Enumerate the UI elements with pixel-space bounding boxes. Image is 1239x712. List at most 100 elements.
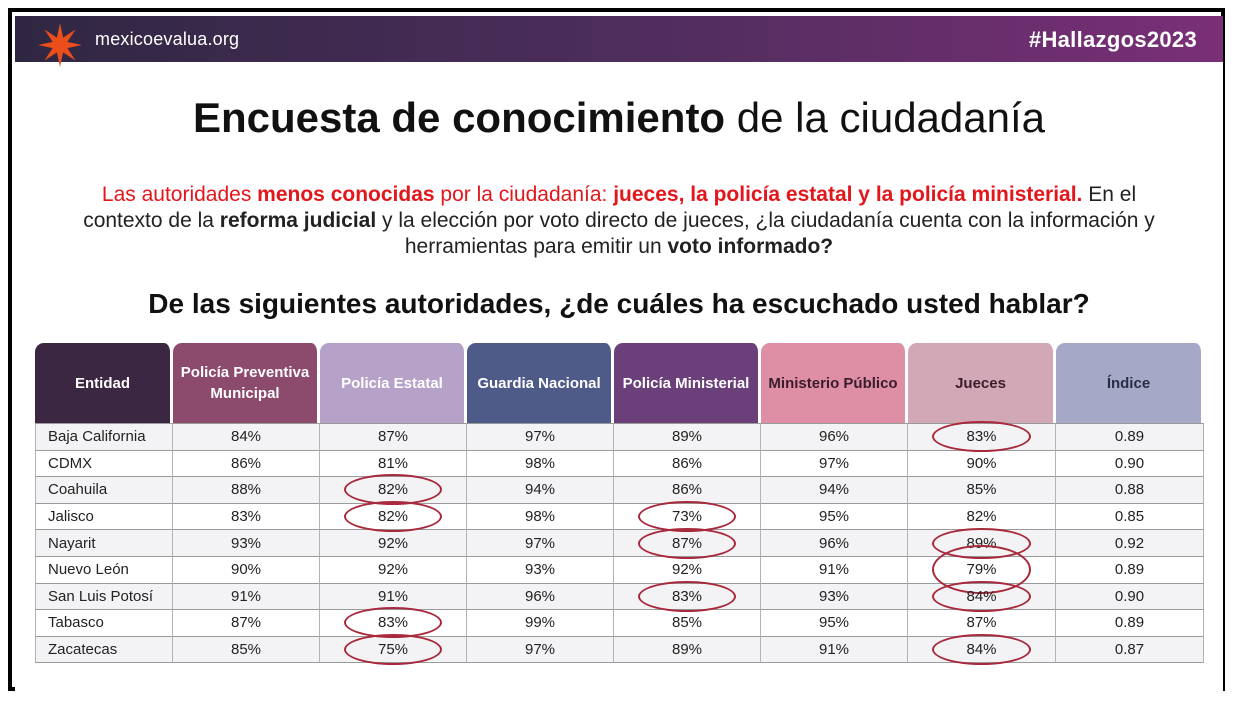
- header-banner: mexicoevalua.org #Hallazgos2023: [15, 16, 1223, 67]
- value-cell: 87%: [173, 610, 320, 637]
- intro-part-3: por la ciudadanía:: [434, 183, 614, 206]
- entity-cell: Tabasco: [35, 610, 173, 637]
- survey-question: De las siguientes autoridades, ¿de cuále…: [148, 288, 1090, 319]
- entity-cell: San Luis Potosí: [35, 583, 173, 611]
- value-cell: 90%: [908, 450, 1056, 478]
- value-cell: 91%: [761, 636, 908, 664]
- intro-part-7: y la elección por voto directo de jueces…: [376, 209, 1155, 258]
- value-cell: 93%: [467, 556, 614, 584]
- value: 86%: [671, 481, 703, 499]
- value: 91%: [377, 587, 409, 605]
- value: 97%: [524, 534, 556, 552]
- results-table: Entidad Policía Preventiva Municipal Polic…: [35, 343, 1204, 666]
- value-cell: 83%: [173, 503, 320, 531]
- highlighted-value: 75%: [343, 634, 443, 666]
- value: 84%: [230, 428, 262, 446]
- starburst-logo-icon: [38, 23, 82, 67]
- column-header: Jueces: [908, 343, 1056, 423]
- intro-part-1: Las autoridades: [101, 183, 258, 206]
- value: 97%: [524, 428, 556, 446]
- value: 90%: [230, 561, 262, 579]
- value: 88%: [230, 481, 262, 499]
- table-row: Baja California 84% 87% 97% 89% 96% 83% 0.89: [35, 421, 1204, 453]
- value-cell: 91%: [173, 583, 320, 611]
- column-header: Policía Estatal: [320, 343, 467, 423]
- value-cell: 89%: [614, 636, 761, 664]
- value: 91%: [230, 587, 262, 605]
- page-title: Encuesta de conocimiento de la ciudadaní…: [15, 94, 1223, 142]
- column-header: Guardia Nacional: [467, 343, 614, 423]
- value-cell: 0.92: [1056, 530, 1204, 557]
- column-header: Ministerio Público: [761, 343, 908, 423]
- value-cell: 94%: [467, 477, 614, 504]
- value-cell: 93%: [761, 583, 908, 611]
- value-cell: 87%: [614, 527, 761, 559]
- results-table-wrapper: Entidad Policía Preventiva Municipal Polic…: [35, 343, 1204, 666]
- value-cell: 0.89: [1056, 610, 1204, 637]
- value-cell: 0.85: [1056, 503, 1204, 531]
- highlighted-value: 87%: [637, 527, 737, 559]
- value-cell: 83%: [320, 607, 467, 639]
- value: 93%: [230, 534, 262, 552]
- value-cell: 95%: [761, 503, 908, 531]
- value-cell: 96%: [761, 530, 908, 557]
- highlighted-value: 79%: [932, 545, 1031, 595]
- value: 97%: [818, 454, 850, 472]
- value: 85%: [966, 481, 997, 499]
- value-cell: 82%: [908, 503, 1056, 531]
- value-cell: 96%: [761, 423, 908, 451]
- value: 83%: [230, 508, 262, 526]
- value-cell: 90%: [173, 556, 320, 584]
- value: 87%: [377, 428, 409, 446]
- value-cell: 97%: [467, 636, 614, 664]
- value: 0.90: [1114, 587, 1145, 605]
- value: 0.88: [1114, 481, 1145, 499]
- title-rest: de la ciudadanía: [725, 94, 1046, 141]
- value-cell: 87%: [908, 610, 1056, 637]
- value: 0.90: [1114, 454, 1145, 472]
- value-cell: 92%: [320, 556, 467, 584]
- value-cell: 86%: [614, 450, 761, 478]
- value-cell: 87%: [320, 423, 467, 451]
- value-cell: 94%: [761, 477, 908, 504]
- value: 99%: [524, 614, 556, 632]
- value-cell: 97%: [467, 530, 614, 557]
- intro-paragraph: Las autoridades menos conocidas por la c…: [75, 182, 1163, 260]
- highlighted-value: 84%: [932, 634, 1031, 666]
- table-row: Nayarit 93% 92% 97% 87% 96% 89% 0.92: [35, 527, 1204, 559]
- value: 96%: [818, 534, 850, 552]
- value: 0.87: [1114, 641, 1145, 659]
- value: 96%: [524, 587, 556, 605]
- value-cell: 83%: [614, 580, 761, 612]
- value-cell: 92%: [320, 530, 467, 557]
- value: 81%: [377, 454, 409, 472]
- intro-part-2: menos conocidas: [257, 183, 435, 206]
- value-cell: 98%: [467, 503, 614, 531]
- value: 89%: [671, 428, 703, 446]
- value-cell: 86%: [173, 450, 320, 478]
- value-cell: 0.89: [1056, 556, 1204, 584]
- value: 91%: [818, 561, 850, 579]
- value-cell: 0.89: [1056, 423, 1204, 451]
- table-row: Jalisco 83% 82% 98% 73% 95% 82% 0.85: [35, 501, 1204, 533]
- value: 87%: [966, 614, 997, 632]
- column-header: Policía Ministerial: [614, 343, 761, 423]
- value-cell: 84%: [908, 634, 1056, 666]
- logo-text[interactable]: mexicoevalua.org: [95, 29, 240, 49]
- value: 98%: [524, 454, 556, 472]
- highlighted-value: 83%: [637, 580, 737, 612]
- value-cell: 0.87: [1056, 636, 1204, 664]
- value: 95%: [818, 508, 850, 526]
- value: 94%: [524, 481, 556, 499]
- value: 91%: [818, 641, 850, 659]
- value: 92%: [377, 534, 409, 552]
- value-cell: 91%: [320, 583, 467, 611]
- intro-part-6: reforma judicial: [219, 209, 377, 232]
- value-cell: 84%: [173, 423, 320, 451]
- value: 96%: [818, 428, 850, 446]
- value: 86%: [671, 454, 703, 472]
- value: 0.85: [1114, 508, 1145, 526]
- value-cell: 81%: [320, 450, 467, 478]
- value-cell: 86%: [614, 477, 761, 504]
- highlighted-value: 73%: [637, 501, 737, 533]
